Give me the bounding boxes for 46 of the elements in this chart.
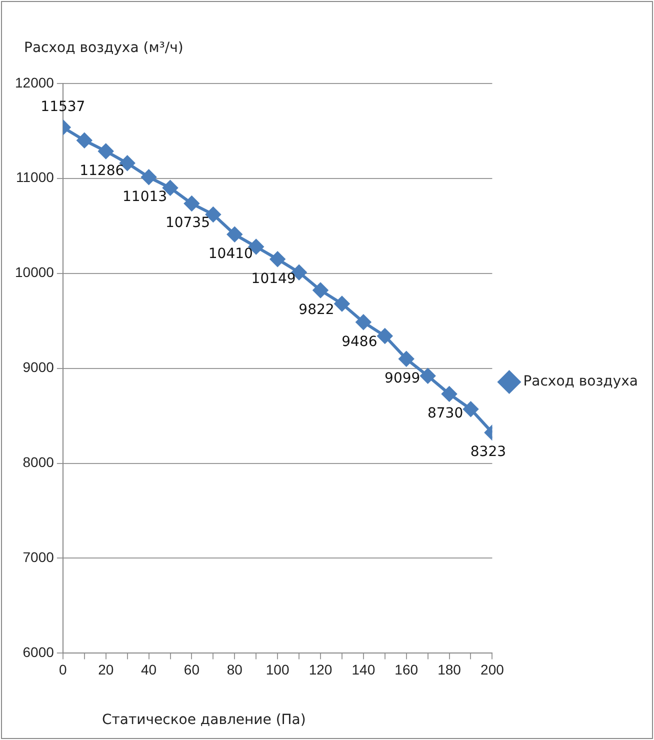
- x-axis-title: Статическое давление (Па): [102, 712, 306, 728]
- data-label: 8323: [470, 444, 506, 460]
- point: [442, 386, 457, 402]
- data-label: 11013: [122, 188, 168, 205]
- point: [463, 402, 478, 417]
- data-label: 10410: [208, 246, 253, 262]
- y-axis-title: Расход воздуха (м³/ч): [24, 40, 184, 56]
- data-label: 11286: [80, 162, 124, 179]
- x-tick-label: 200: [480, 661, 504, 678]
- point: [270, 252, 286, 267]
- x-tick-label: 40: [141, 661, 157, 678]
- point: [141, 170, 156, 185]
- x-tick-label: 180: [438, 661, 462, 678]
- data-label: 10149: [251, 270, 296, 287]
- legend-label: Расход воздуха: [523, 374, 638, 390]
- point: [420, 368, 436, 384]
- point: [227, 226, 242, 242]
- point: [313, 282, 328, 298]
- data-label: 10735: [165, 215, 210, 232]
- y-tick-label: 12000: [14, 74, 54, 90]
- x-tick-label: 100: [266, 661, 290, 678]
- x-tick-label: 0: [59, 661, 68, 678]
- y-tick-label: 9000: [22, 359, 54, 376]
- data-label: 9099: [384, 370, 420, 387]
- data-label: 9486: [342, 334, 378, 350]
- data-label: 8730: [427, 406, 464, 422]
- point: [184, 196, 200, 212]
- data-label: 9822: [298, 302, 334, 318]
- point: [356, 314, 371, 330]
- point: [334, 296, 350, 312]
- data-label: 11537: [40, 99, 86, 116]
- x-tick-label: 160: [394, 661, 418, 678]
- x-tick-label: 120: [308, 661, 332, 678]
- y-tick-label: 11000: [16, 169, 54, 186]
- y-tick-label: 8000: [22, 454, 54, 470]
- point: [98, 144, 114, 159]
- x-tick-label: 60: [184, 661, 200, 678]
- y-tick-label: 10000: [14, 264, 54, 280]
- y-tick-label: 6000: [22, 644, 54, 660]
- point: [398, 351, 414, 366]
- x-tick-label: 140: [352, 661, 376, 678]
- point: [76, 132, 92, 148]
- point: [377, 328, 392, 344]
- x-tick-label: 80: [226, 661, 243, 678]
- y-tick-label: 7000: [22, 549, 54, 566]
- x-tick-label: 20: [98, 661, 114, 678]
